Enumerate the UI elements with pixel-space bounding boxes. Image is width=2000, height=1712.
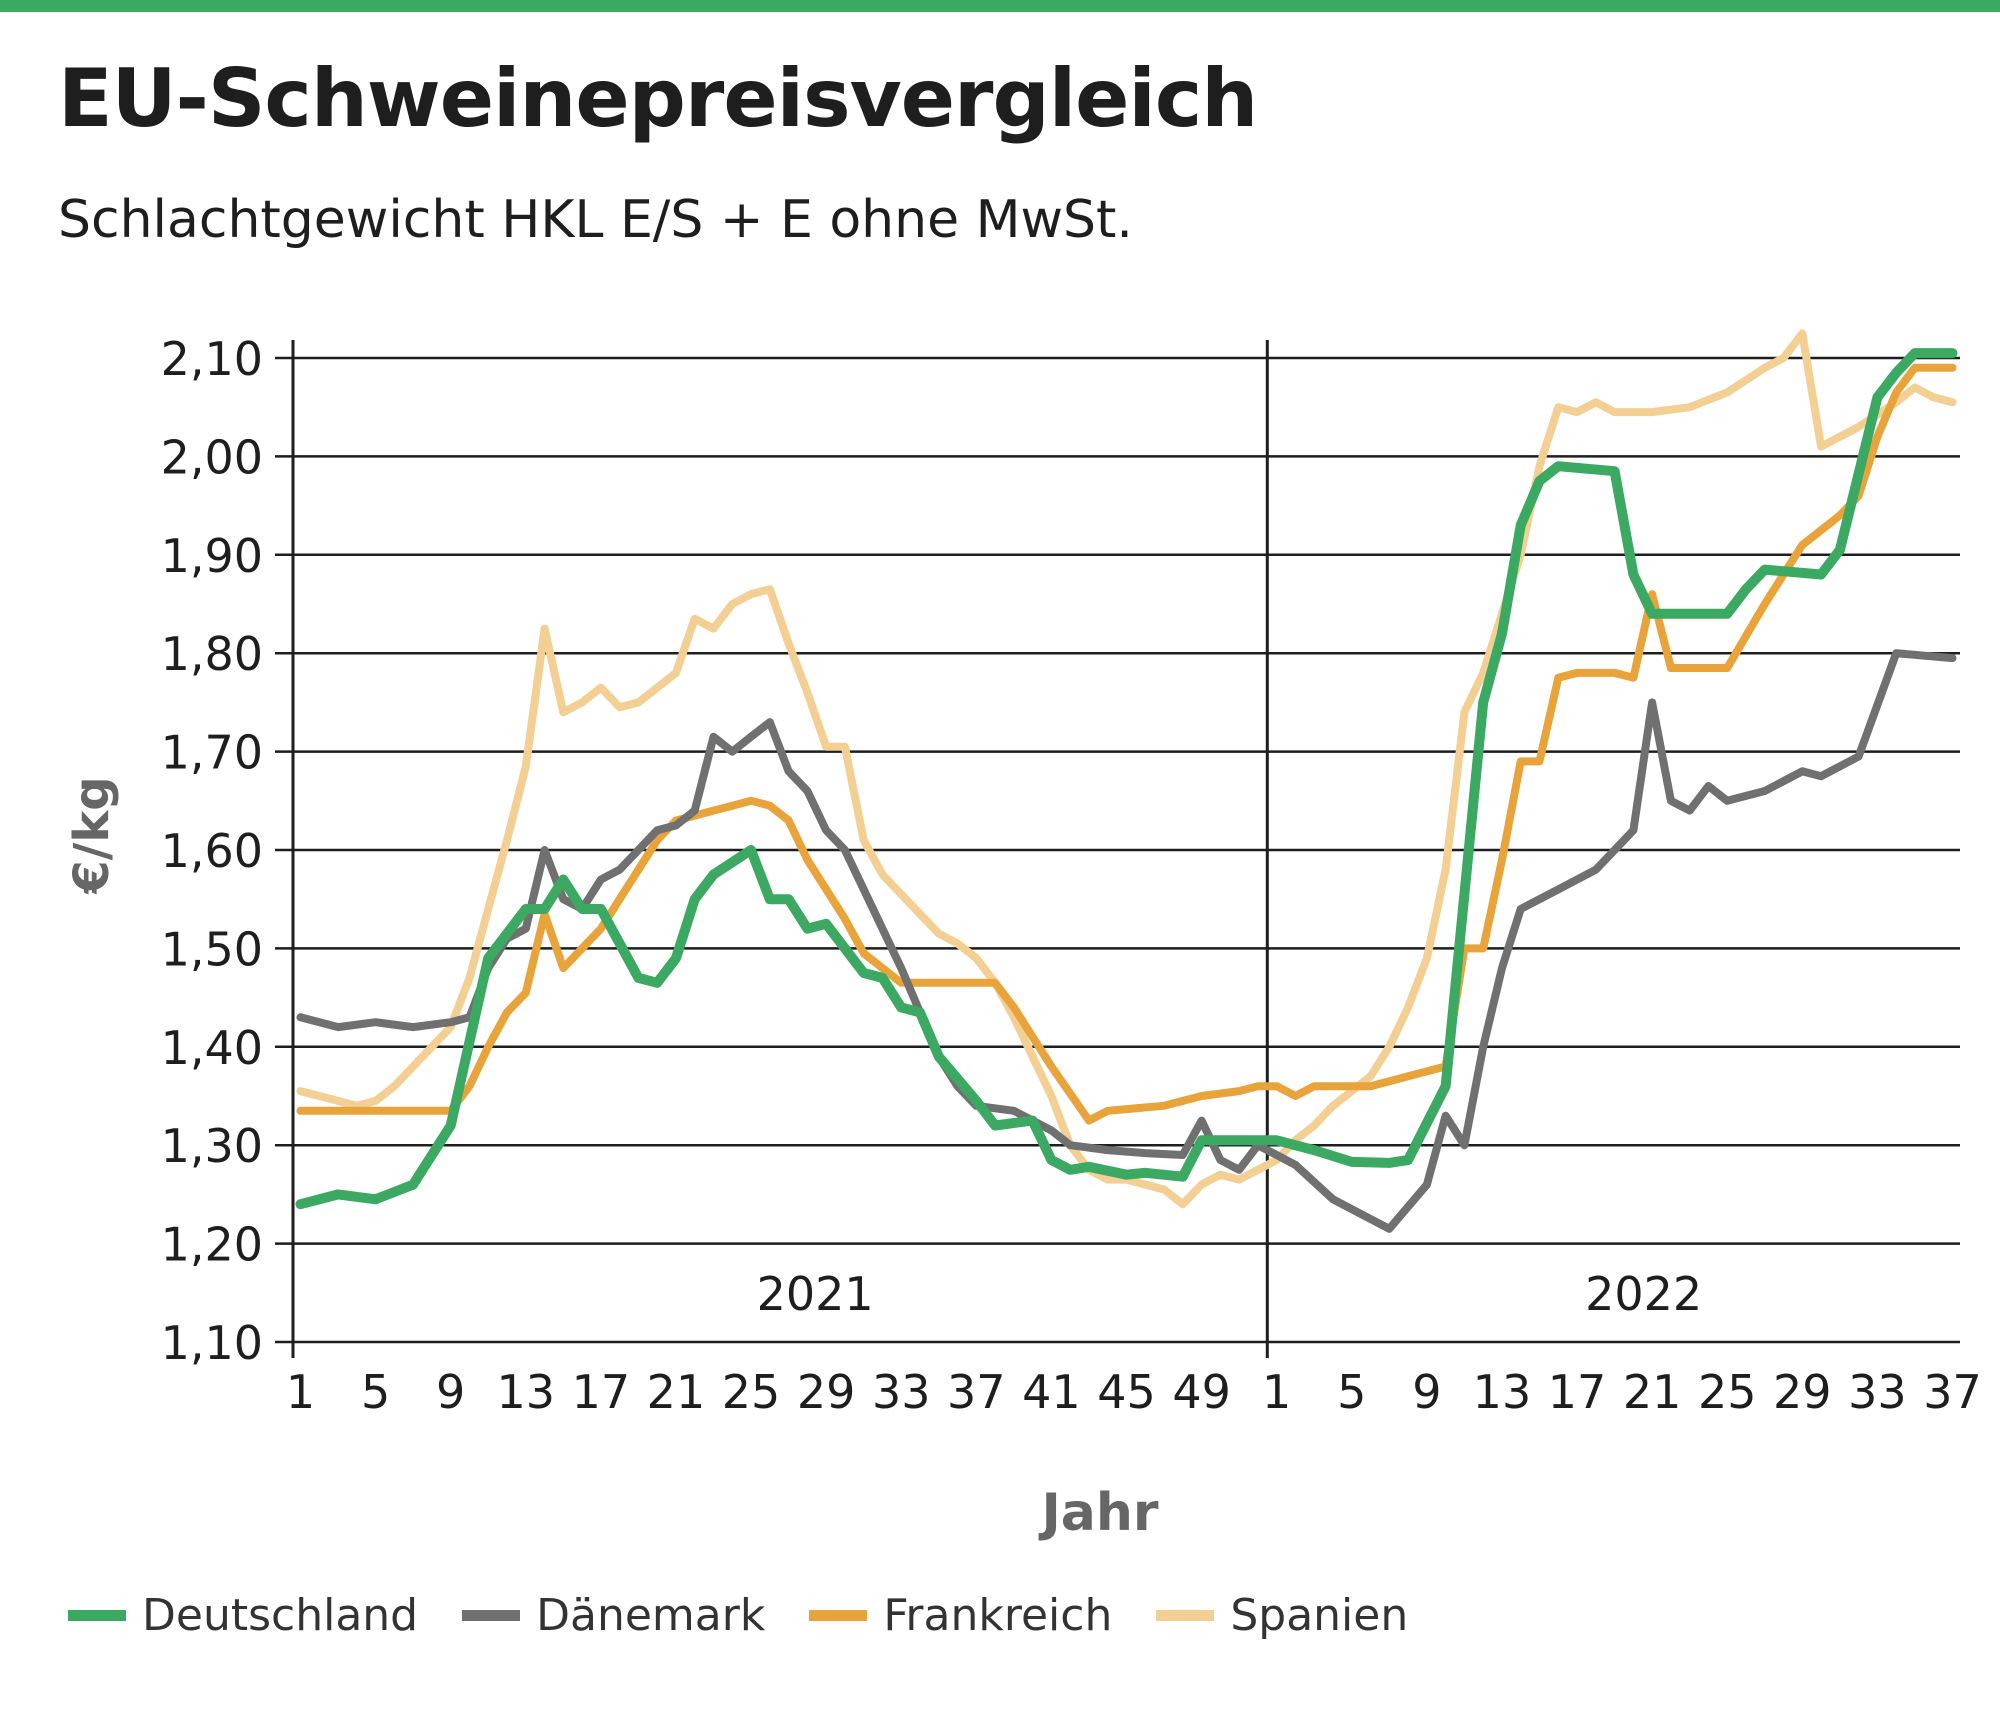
axis-labels: €/kg Jahr 1,10 1,20 1,30 1,40 1,50 1,60 1,70 1,… bbox=[64, 332, 1982, 1543]
legend-item: Dänemark bbox=[462, 1590, 765, 1641]
x-tick-label: 25 bbox=[1698, 1365, 1757, 1419]
y-tick-label: 1,20 bbox=[161, 1218, 263, 1272]
legend-label: Dänemark bbox=[536, 1590, 766, 1641]
legend-item: Spanien bbox=[1156, 1590, 1408, 1641]
y-tick-label: 1,40 bbox=[161, 1021, 263, 1075]
y-tick-label: 1,80 bbox=[161, 627, 263, 681]
x-tick-label: 29 bbox=[797, 1365, 856, 1419]
x-tick-label: 1 bbox=[1262, 1365, 1291, 1419]
y-tick-label: 1,10 bbox=[161, 1316, 263, 1370]
legend-label: Frankreich bbox=[883, 1590, 1113, 1641]
axes bbox=[291, 340, 1269, 1358]
y-tick-label: 1,60 bbox=[161, 824, 263, 878]
x-tick-label: 5 bbox=[1337, 1365, 1366, 1419]
x-tick-label: 33 bbox=[1848, 1365, 1907, 1419]
x-tick-label: 17 bbox=[1548, 1365, 1607, 1419]
x-tick-label: 29 bbox=[1773, 1365, 1832, 1419]
x-tick-label: 21 bbox=[647, 1365, 706, 1419]
y-tick-label: 1,30 bbox=[161, 1119, 263, 1173]
x-tick-label: 13 bbox=[1473, 1365, 1532, 1419]
x-tick-label: 25 bbox=[722, 1365, 781, 1419]
legend-swatch bbox=[1156, 1610, 1215, 1621]
y-tick-label: 1,50 bbox=[161, 922, 263, 976]
series-line-spanien bbox=[296, 329, 1957, 1209]
x-tick-label: 37 bbox=[947, 1365, 1006, 1419]
series-lines bbox=[295, 329, 1958, 1233]
y-axis-label: €/kg bbox=[64, 776, 120, 894]
x-axis-label: Jahr bbox=[1038, 1483, 1158, 1543]
chart-title: EU-Schweinepreisvergleich bbox=[58, 52, 1258, 145]
line-chart: €/kg Jahr 1,10 1,20 1,30 1,40 1,50 1,60 1,70 1,… bbox=[64, 329, 1982, 1543]
x-tick-label: 1 bbox=[286, 1365, 315, 1419]
x-tick-label: 45 bbox=[1097, 1365, 1156, 1419]
legend-label: Deutschland bbox=[142, 1590, 419, 1641]
x-tick-label: 49 bbox=[1172, 1365, 1231, 1419]
x-tick-label: 37 bbox=[1923, 1365, 1982, 1419]
y-tick-label: 1,90 bbox=[161, 529, 263, 583]
accent-bar bbox=[0, 0, 2000, 12]
legend-swatch bbox=[809, 1610, 868, 1621]
series-line-deutschland bbox=[295, 348, 1958, 1210]
legend: Deutschland Dänemark Frankreich Spanien bbox=[68, 1590, 1452, 1641]
legend-item: Frankreich bbox=[809, 1590, 1112, 1641]
x-tick-label: 33 bbox=[872, 1365, 931, 1419]
legend-label: Spanien bbox=[1230, 1590, 1409, 1641]
x-tick-label: 5 bbox=[361, 1365, 390, 1419]
series-line-dänemark bbox=[296, 649, 1957, 1233]
grid bbox=[275, 356, 1960, 1344]
x-tick-label: 9 bbox=[436, 1365, 465, 1419]
x-tick-label: 41 bbox=[1022, 1365, 1081, 1419]
y-tick-label: 2,10 bbox=[161, 332, 263, 386]
x-tick-label: 21 bbox=[1623, 1365, 1682, 1419]
x-tick-label: 17 bbox=[572, 1365, 631, 1419]
year-label: 2021 bbox=[757, 1267, 874, 1321]
legend-swatch bbox=[68, 1610, 126, 1621]
y-tick-label: 1,70 bbox=[161, 726, 263, 780]
x-tick-label: 9 bbox=[1412, 1365, 1441, 1419]
x-tick-label: 13 bbox=[497, 1365, 556, 1419]
year-label: 2022 bbox=[1585, 1267, 1702, 1321]
legend-item: Deutschland bbox=[68, 1590, 418, 1641]
series-line-frankreich bbox=[296, 363, 1957, 1125]
y-tick-label: 2,00 bbox=[161, 430, 263, 484]
legend-swatch bbox=[462, 1610, 521, 1621]
chart-subtitle: Schlachtgewicht HKL E/S + E ohne MwSt. bbox=[58, 190, 1133, 250]
